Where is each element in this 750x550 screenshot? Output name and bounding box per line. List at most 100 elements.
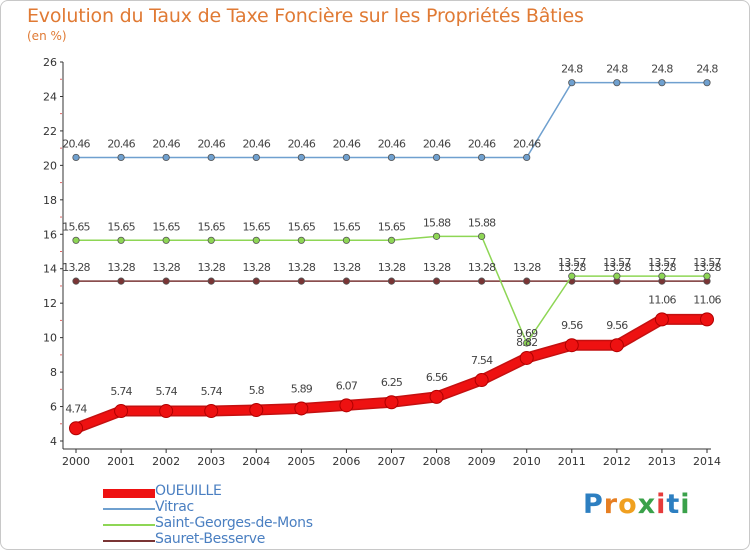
- data-point: [613, 79, 621, 87]
- data-label: 6.25: [381, 376, 403, 389]
- x-tick-label: 2006: [332, 455, 360, 468]
- data-label: 20.46: [62, 137, 90, 150]
- data-label: 20.46: [288, 137, 316, 150]
- y-tick-label: 10: [43, 332, 57, 345]
- data-label: 13.28: [197, 261, 225, 274]
- data-point: [297, 277, 305, 285]
- data-label: 5.8: [249, 384, 265, 397]
- data-label: 15.65: [243, 220, 271, 233]
- data-point: [252, 153, 260, 162]
- data-label: 15.65: [378, 220, 406, 233]
- data-point: [114, 404, 129, 419]
- x-tick-label: 2012: [603, 455, 631, 468]
- legend-label: OUEUILLE: [155, 483, 222, 499]
- logo-letter: r: [603, 489, 619, 520]
- data-point: [207, 277, 215, 285]
- x-tick-label: 2007: [378, 455, 406, 468]
- data-label: 13.28: [603, 261, 631, 274]
- data-point: [568, 272, 576, 280]
- data-point: [523, 339, 531, 347]
- logo-letter: o: [618, 489, 638, 520]
- data-point: [207, 236, 215, 244]
- data-point: [252, 236, 260, 244]
- data-point: [72, 236, 80, 244]
- logo-letter: t: [666, 489, 681, 520]
- data-label: 15.88: [468, 216, 496, 229]
- data-point: [478, 153, 486, 162]
- data-label: 5.89: [291, 382, 313, 395]
- legend-swatch: [103, 489, 155, 498]
- logo-letter: i: [680, 489, 691, 520]
- data-point: [159, 404, 174, 419]
- x-tick-label: 2011: [558, 455, 586, 468]
- data-label: 15.65: [288, 220, 316, 233]
- data-point: [342, 236, 351, 244]
- data-label: 24.8: [651, 63, 673, 76]
- data-label: 13.28: [693, 261, 721, 274]
- data-label: 5.74: [201, 385, 223, 398]
- data-point: [117, 277, 125, 285]
- x-tick-label: 2008: [423, 455, 451, 468]
- data-point: [523, 153, 531, 162]
- y-tick-label: 18: [43, 194, 57, 207]
- data-point: [432, 232, 441, 240]
- data-label: 13.28: [152, 261, 180, 274]
- data-point: [384, 395, 399, 410]
- data-point: [249, 402, 264, 417]
- data-label: 20.46: [468, 137, 496, 150]
- data-label: 8.82: [516, 336, 537, 349]
- unit-label: (en %): [27, 29, 67, 43]
- data-point: [478, 277, 486, 285]
- data-point: [654, 312, 669, 327]
- data-point: [72, 153, 80, 162]
- data-label: 13.57: [648, 256, 676, 269]
- legend-swatch: [103, 524, 155, 526]
- data-label: 20.46: [152, 137, 180, 150]
- data-point: [117, 153, 125, 162]
- data-label: 13.57: [603, 256, 631, 269]
- y-tick-label: 8: [50, 366, 57, 379]
- data-label: 20.46: [423, 137, 451, 150]
- series-saint-georges-de-mons: [72, 232, 711, 347]
- x-tick-label: 2001: [107, 455, 135, 468]
- y-tick-label: 4: [50, 435, 57, 448]
- data-label: 13.28: [378, 261, 406, 274]
- data-point: [69, 421, 83, 436]
- y-tick-label: 24: [43, 90, 57, 103]
- data-point: [342, 153, 351, 162]
- y-tick-label: 22: [43, 125, 57, 138]
- data-label: 20.46: [243, 137, 271, 150]
- data-label: 9.56: [606, 319, 628, 332]
- data-label: 15.65: [152, 220, 180, 233]
- data-point: [432, 153, 441, 162]
- data-point: [294, 401, 309, 416]
- data-point: [519, 350, 534, 365]
- y-tick-label: 14: [43, 263, 57, 276]
- data-label: 13.28: [62, 261, 90, 274]
- data-label: 15.65: [197, 220, 225, 233]
- data-point: [72, 277, 80, 285]
- data-point: [339, 398, 354, 413]
- data-point: [568, 79, 576, 87]
- data-label: 9.56: [561, 319, 583, 332]
- logo-letter: P: [583, 489, 604, 520]
- x-tick-label: 2004: [242, 455, 270, 468]
- data-label: 24.8: [561, 63, 583, 76]
- proxiti-logo: Proxiti: [583, 489, 691, 520]
- data-label: 20.46: [197, 137, 225, 150]
- data-label: 15.65: [107, 220, 135, 233]
- data-label: 4.74: [65, 402, 87, 415]
- data-point: [252, 277, 260, 285]
- data-point: [162, 236, 170, 244]
- data-label: 13.28: [333, 261, 361, 274]
- data-point: [387, 236, 396, 244]
- x-tick-label: 2002: [152, 455, 180, 468]
- data-point: [162, 277, 170, 285]
- x-tick-label: 2014: [693, 455, 721, 468]
- data-label: 15.65: [62, 220, 90, 233]
- data-point: [387, 277, 396, 285]
- legend-label: Sauret-Besserve: [155, 531, 266, 547]
- data-label: 13.28: [423, 261, 451, 274]
- x-tick-label: 2013: [648, 455, 676, 468]
